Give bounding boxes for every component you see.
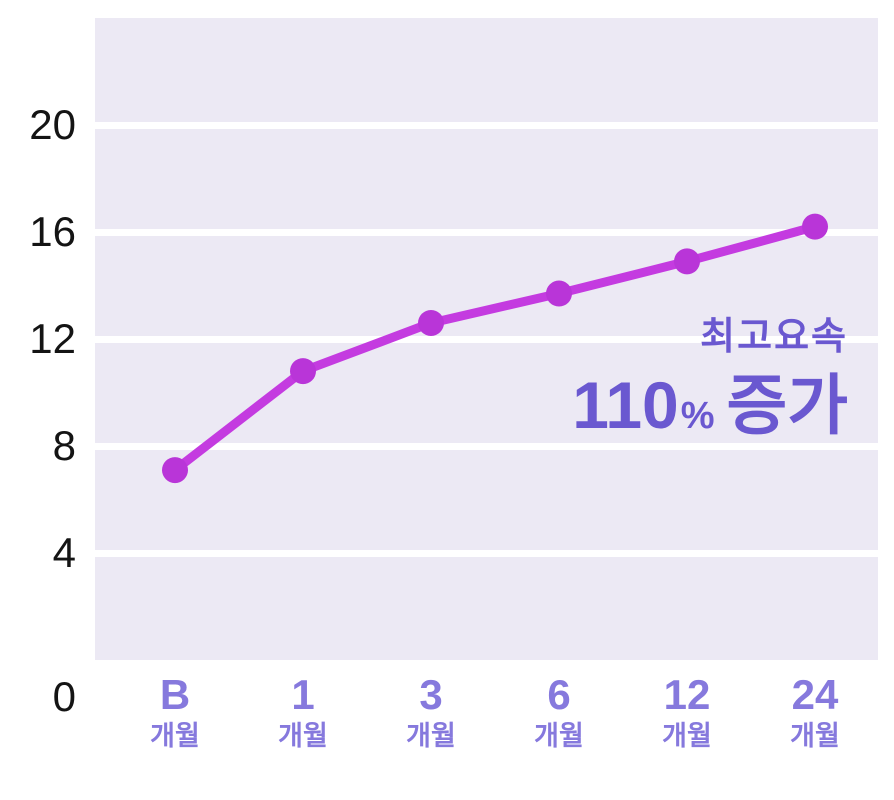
annotation-suffix: 증가 — [726, 368, 848, 442]
y-tick-label: 0 — [52, 673, 76, 720]
x-tick-unit: 개월 — [406, 721, 456, 751]
x-tick-label: 24 개월 — [790, 674, 840, 750]
x-tick-label: 12 개월 — [662, 674, 712, 750]
x-tick-unit: 개월 — [278, 721, 328, 751]
data-point — [802, 213, 828, 240]
x-tick-unit: 개월 — [662, 721, 712, 751]
y-tick-label: 20 — [29, 101, 76, 148]
gridline — [95, 335, 878, 343]
x-axis: B 개월 1 개월 3 개월 6 개월 12 개월 24 개월 — [95, 660, 878, 800]
x-tick-category: 12 — [663, 671, 711, 718]
data-point — [162, 457, 188, 484]
annotation-title: 최고요속 — [700, 316, 848, 358]
x-tick-unit: 개월 — [150, 721, 200, 751]
x-tick-category: B — [159, 671, 191, 718]
annotation-value: 110% 증가 — [572, 372, 848, 438]
annotation-percent-sign: % — [680, 395, 715, 437]
x-tick-unit: 개월 — [534, 721, 584, 751]
gridline — [95, 549, 878, 557]
data-point — [546, 280, 572, 307]
annotation-number: 110 — [572, 368, 679, 442]
data-point — [290, 358, 316, 385]
line-series — [162, 213, 828, 484]
data-point — [674, 248, 700, 275]
gridline — [95, 121, 878, 129]
gridline — [95, 228, 878, 236]
series-line — [170, 222, 820, 475]
data-point — [418, 309, 444, 336]
x-tick-category: 1 — [291, 671, 315, 718]
y-tick-label: 12 — [29, 315, 76, 362]
x-tick-unit: 개월 — [790, 721, 840, 751]
gridline — [95, 442, 878, 450]
x-tick-label: 3 개월 — [406, 674, 456, 750]
x-tick-label: 6 개월 — [534, 674, 584, 750]
y-axis: 0 4 8 12 16 20 — [0, 0, 82, 800]
x-tick-category: 3 — [419, 671, 443, 718]
y-tick-label: 4 — [52, 529, 76, 576]
plot-area: 최고요속 110% 증가 — [95, 18, 878, 660]
x-tick-label: B 개월 — [150, 674, 200, 750]
x-tick-category: 24 — [791, 671, 839, 718]
x-tick-category: 6 — [547, 671, 571, 718]
annotation: 최고요속 110% 증가 — [572, 318, 848, 438]
y-tick-label: 16 — [29, 208, 76, 255]
y-tick-label: 8 — [52, 422, 76, 469]
x-tick-label: 1 개월 — [278, 674, 328, 750]
